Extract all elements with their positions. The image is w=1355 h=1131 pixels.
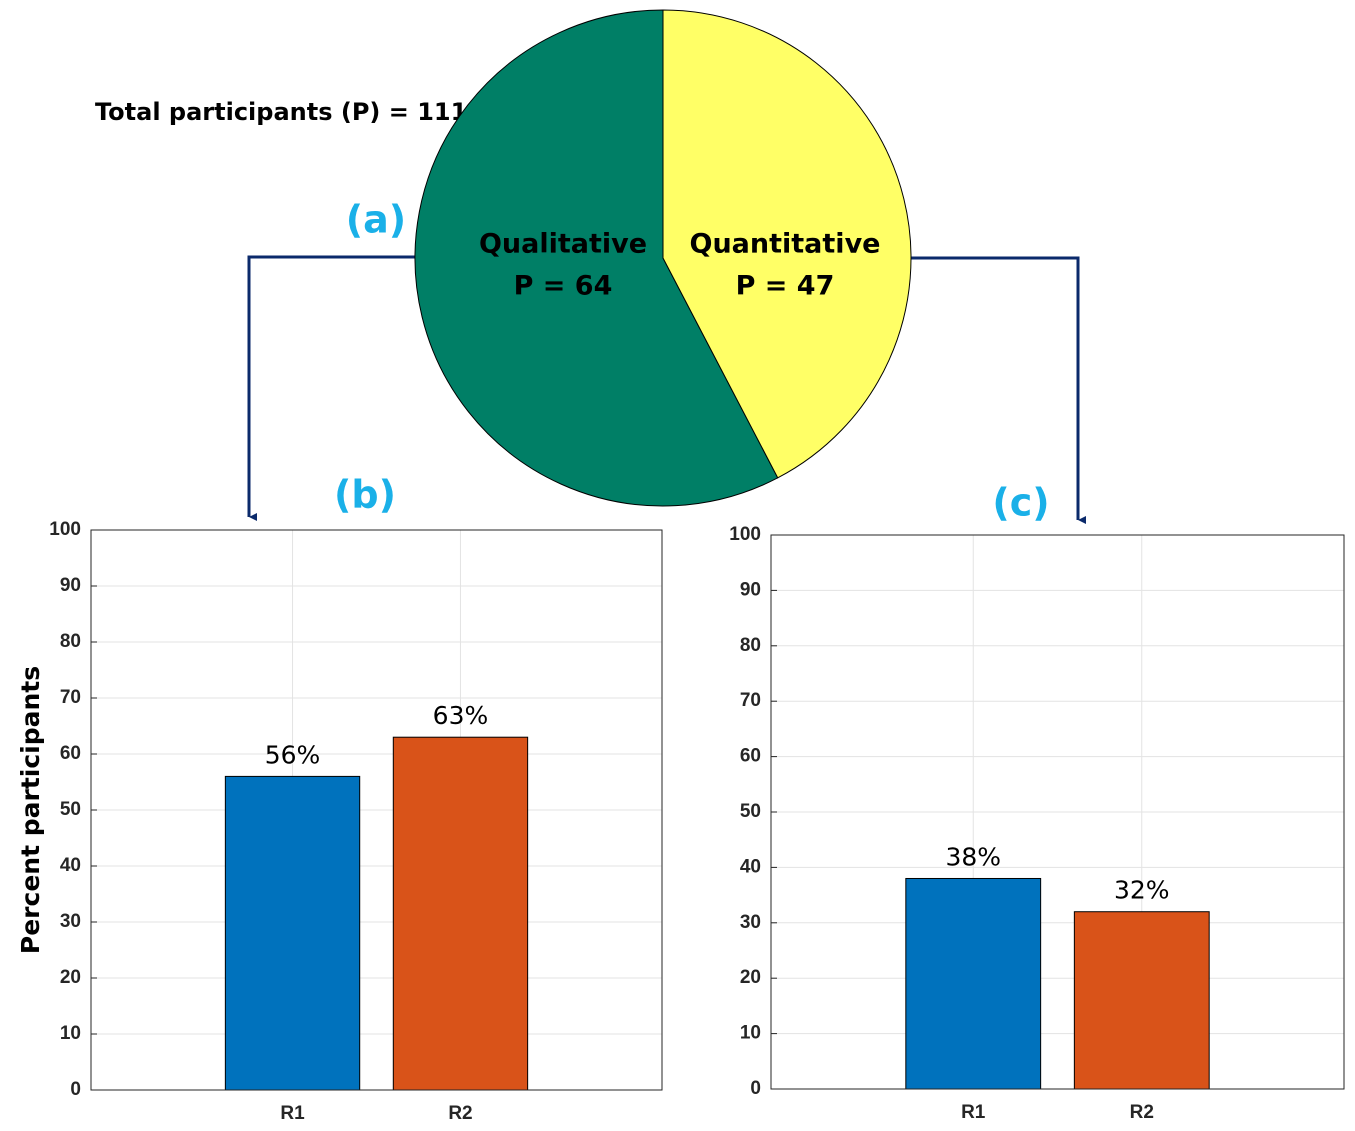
pie-slice (414, 9, 779, 507)
panel-label: (a) (346, 198, 406, 242)
connector-right (911, 256, 1086, 524)
pie-slice (662, 9, 912, 479)
y-tick-label: 100 (729, 524, 761, 545)
y-tick-label: 40 (60, 855, 81, 876)
connector-left (247, 255, 415, 521)
value-label: 32% (1114, 876, 1170, 905)
slice-label: Quantitative (690, 229, 881, 260)
bar (392, 736, 529, 1091)
y-tick-label: 80 (740, 635, 761, 656)
y-tick-label: 30 (740, 912, 761, 933)
x-tick-label: R2 (1130, 1102, 1154, 1123)
bar (1073, 911, 1210, 1090)
y-tick-label: 70 (60, 687, 81, 708)
y-tick-label: 0 (70, 1079, 81, 1100)
annotation: Total participants (P) = 111 (95, 98, 467, 126)
bar (224, 775, 361, 1091)
y-tick-label: 60 (740, 746, 761, 767)
x-tick-label: R1 (280, 1103, 305, 1124)
slice-value-label: P = 47 (736, 271, 835, 302)
value-label: 56% (265, 740, 321, 769)
y-tick-label: 80 (60, 631, 81, 652)
y-tick-label: 90 (740, 579, 761, 600)
x-tick-label: R2 (448, 1103, 472, 1124)
panel-label: (b) (334, 473, 396, 517)
slice-value-label: P = 64 (514, 271, 613, 302)
y-tick-label: 20 (740, 967, 761, 988)
y-tick-label: 100 (49, 519, 81, 540)
y-tick-label: 50 (60, 799, 81, 820)
y-tick-label: 50 (740, 801, 761, 822)
y-tick-label: 60 (60, 743, 81, 764)
y-tick-label: 0 (750, 1078, 761, 1099)
bar (905, 877, 1042, 1090)
y-tick-label: 20 (60, 967, 81, 988)
slice-label: Qualitative (479, 229, 647, 260)
y-tick-label: 90 (60, 575, 81, 596)
y-axis-label: Percent participants (16, 666, 45, 954)
axes-box (770, 534, 1345, 1090)
axes-box (90, 529, 663, 1091)
x-tick-label: R1 (961, 1102, 986, 1123)
y-tick-label: 70 (740, 690, 761, 711)
y-tick-label: 10 (740, 1023, 761, 1044)
value-label: 63% (433, 701, 489, 730)
y-tick-label: 40 (740, 856, 761, 877)
value-label: 38% (945, 842, 1001, 871)
panel-label: (c) (992, 481, 1049, 525)
y-tick-label: 10 (60, 1023, 81, 1044)
y-tick-label: 30 (60, 911, 81, 932)
